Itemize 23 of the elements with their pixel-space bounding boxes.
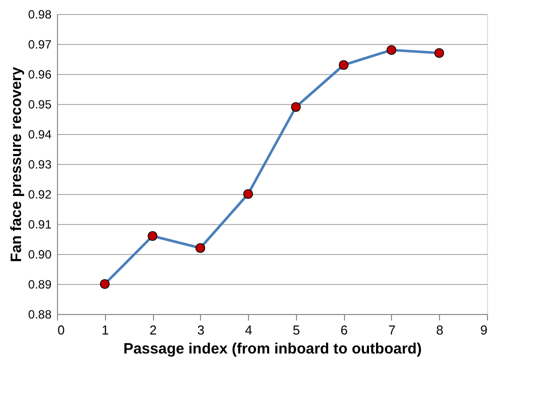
y-tick-label: 0.91 [28,218,52,232]
x-tick-label: 8 [436,322,444,338]
y-tick-label: 0.96 [28,68,52,82]
x-tick-label: 2 [149,322,157,338]
x-tick-label: 1 [102,322,109,338]
x-axis-title: Passage index (from inboard to outboard) [123,340,422,358]
x-tick-label: 5 [292,322,300,338]
y-axis-title: Fan face pressure recovery [8,66,26,262]
y-tick-label: 0.93 [28,158,52,172]
y-tick-label: 0.94 [28,128,52,142]
y-tick-label: 0.92 [28,188,52,202]
y-tick-label: 0.90 [28,248,52,262]
x-tick-label: 0 [58,322,65,338]
x-tick-label: 4 [244,322,252,338]
x-tick-label: 9 [480,322,488,338]
y-tick-label: 0.95 [28,98,52,112]
x-tick-label: 7 [388,322,396,338]
y-tick-label: 0.97 [28,38,52,52]
y-tick-label: 0.89 [28,278,52,292]
y-tick-label: 0.88 [28,308,52,322]
x-tick-label: 6 [340,322,348,338]
x-tick-label: 3 [197,322,204,338]
y-tick-label: 0.98 [28,8,52,22]
